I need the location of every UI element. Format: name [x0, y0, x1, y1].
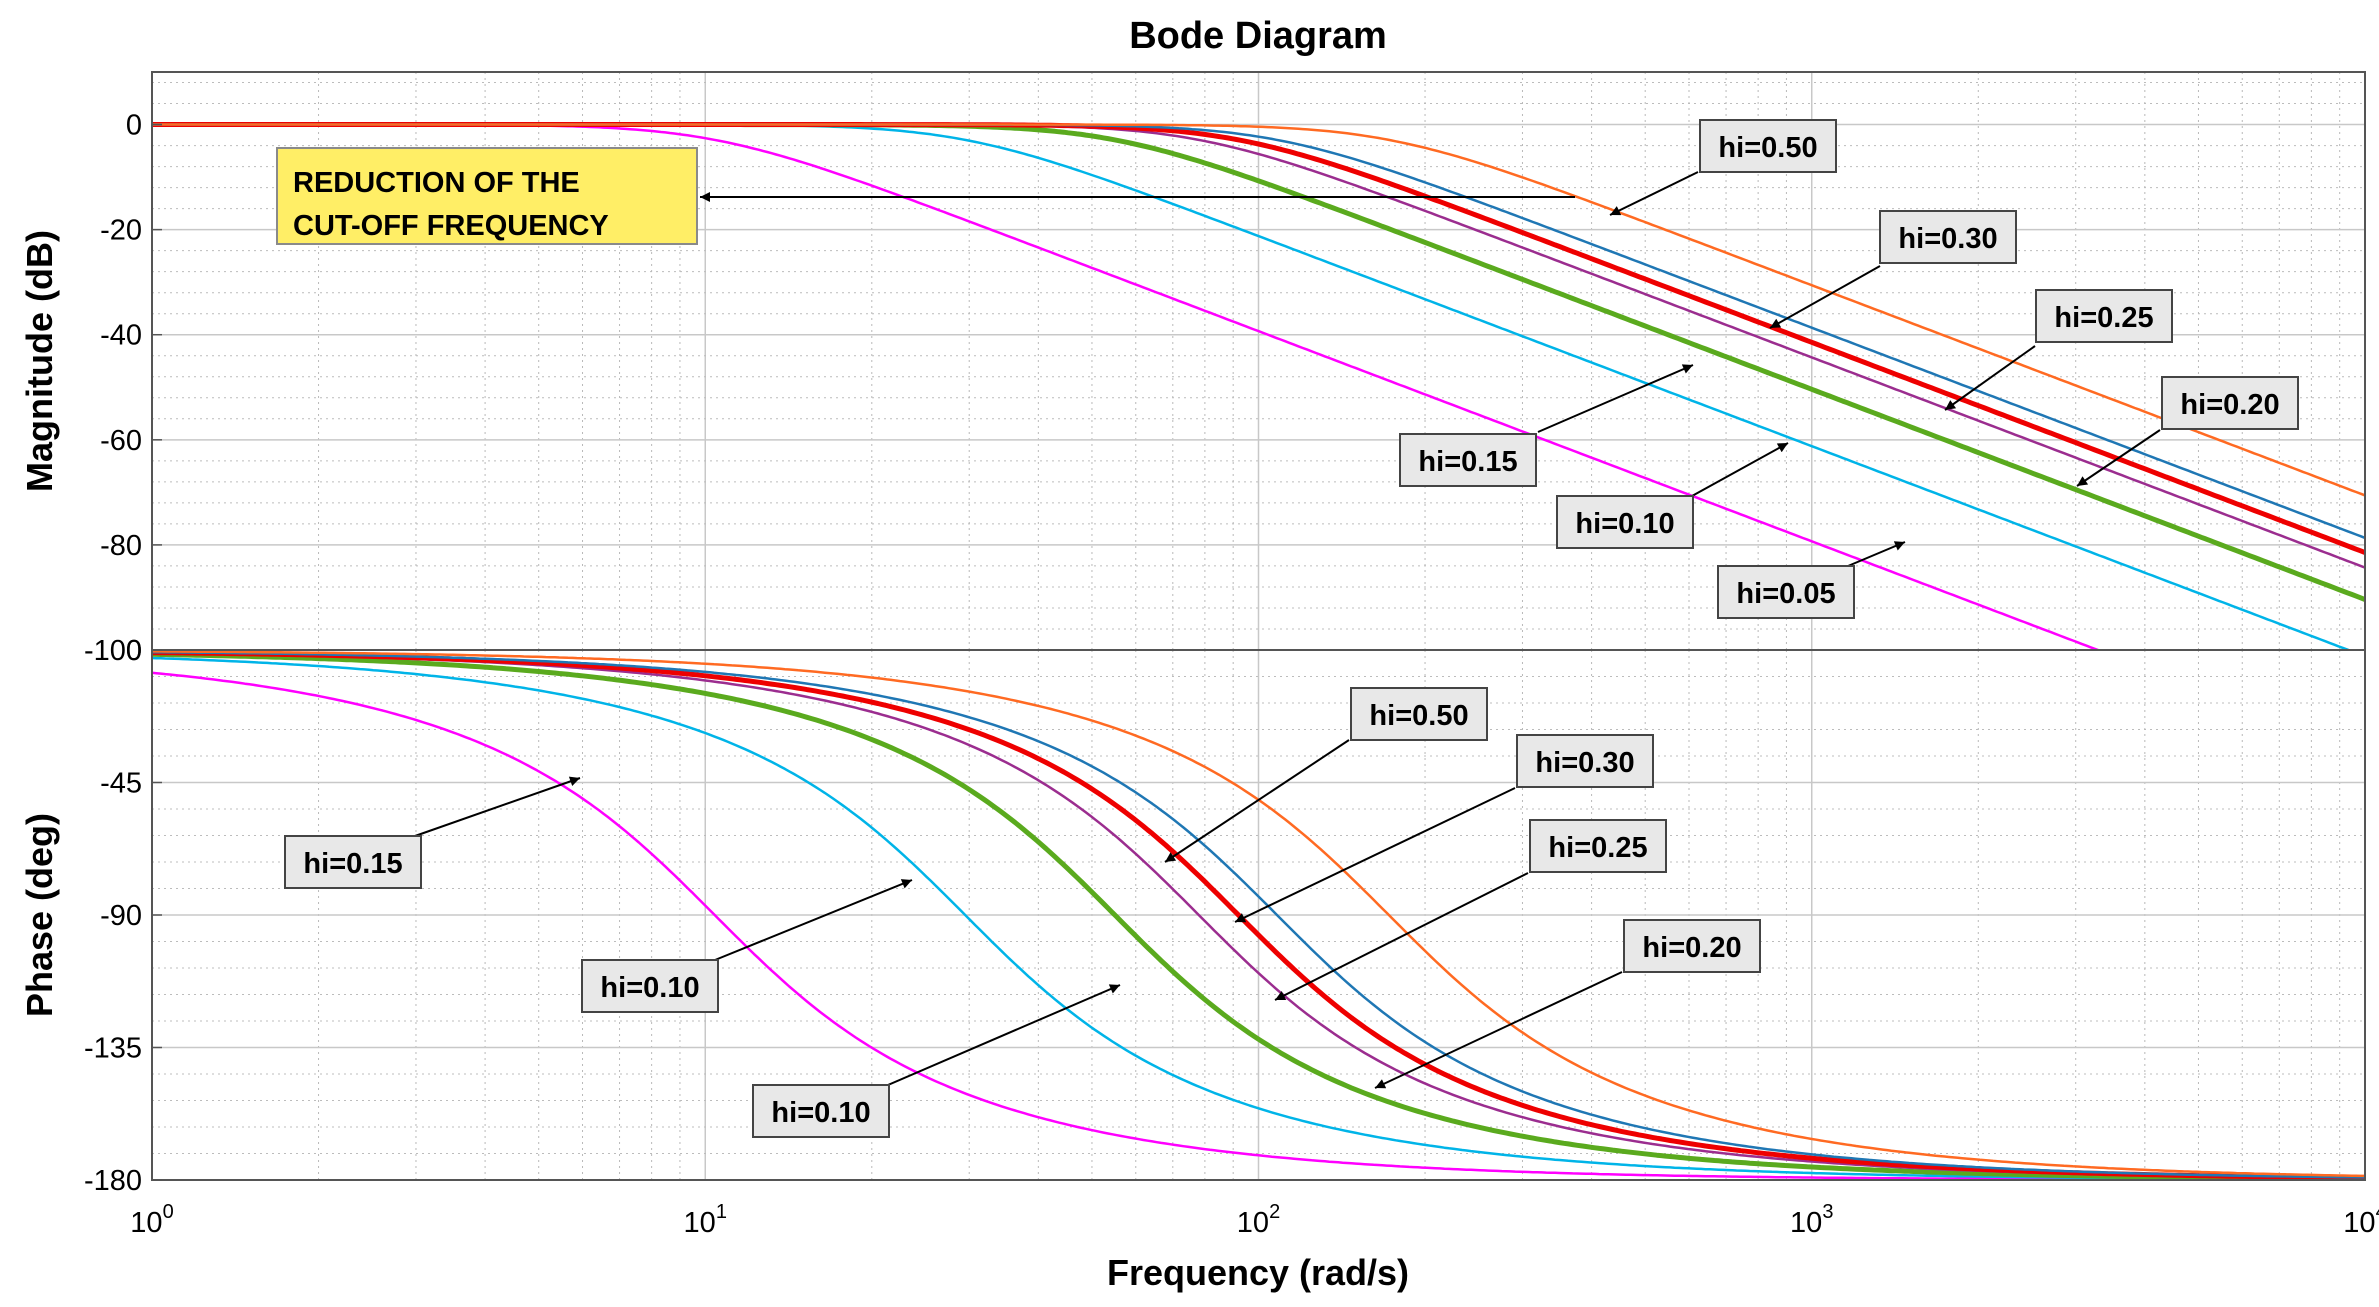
svg-text:hi=0.10: hi=0.10: [771, 1097, 870, 1129]
y-tick-label: -100: [84, 635, 142, 667]
phase-y-ticks: 0 -45 -90 -135 -180: [84, 635, 162, 1197]
y-tick-label: 0: [126, 110, 142, 142]
reduction-text-line2: CUT-OFF FREQUENCY: [293, 210, 609, 242]
phase-label-hi-025: hi=0.25: [1274, 819, 1667, 1001]
phase-grid: [152, 650, 2365, 1180]
magnitude-label-hi-005: hi=0.05: [1717, 541, 1906, 619]
svg-text:hi=0.25: hi=0.25: [2054, 302, 2153, 334]
x-tick-labels: 100 101 102 103 104: [130, 1201, 2379, 1239]
svg-text:hi=0.30: hi=0.30: [1535, 747, 1634, 779]
phase-series-hi-0-30: [152, 650, 2365, 1179]
phase-series-hi-0-05: [152, 671, 2365, 1180]
y-tick-label: -45: [100, 768, 142, 800]
magnitude-label-hi-050: hi=0.50: [1609, 119, 1837, 216]
svg-text:hi=0.10: hi=0.10: [600, 972, 699, 1004]
phase-ylabel: Phase (deg): [19, 813, 60, 1017]
svg-text:hi=0.20: hi=0.20: [1642, 932, 1741, 964]
phase-series-hi-0-10: [152, 656, 2365, 1180]
y-tick-label: 0: [126, 635, 142, 667]
magnitude-label-hi-020: hi=0.20: [2076, 376, 2299, 487]
y-tick-label: -20: [100, 215, 142, 247]
magnitude-label-hi-030: hi=0.30: [1769, 210, 2017, 329]
svg-text:hi=0.25: hi=0.25: [1548, 832, 1647, 864]
magnitude-label-hi-025: hi=0.25: [1944, 289, 2173, 411]
reduction-text-line1: REDUCTION OF THE: [293, 167, 580, 199]
magnitude-label-hi-010: hi=0.10: [1556, 442, 1789, 549]
y-tick-label: -40: [100, 320, 142, 352]
svg-text:hi=0.30: hi=0.30: [1898, 223, 1997, 255]
x-tick-label: 100: [130, 1201, 173, 1239]
svg-text:hi=0.50: hi=0.50: [1718, 132, 1817, 164]
phase-series-hi-0-25: [152, 650, 2365, 1180]
x-tick-label: 101: [684, 1201, 727, 1239]
phase-label-hi-020: hi=0.20: [1374, 919, 1761, 1089]
y-tick-label: -90: [100, 900, 142, 932]
phase-label-hi-050: hi=0.50: [1164, 687, 1488, 863]
chart-title: Bode Diagram: [1129, 15, 1387, 57]
phase-label-hi-010-a: hi=0.10: [581, 879, 913, 1013]
y-tick-label: -60: [100, 425, 142, 457]
x-tick-label: 103: [1790, 1201, 1833, 1239]
magnitude-ylabel: Magnitude (dB): [19, 230, 60, 492]
magnitude-y-ticks: 0 -20 -40 -60 -80 -100: [84, 110, 162, 667]
magnitude-label-hi-015: hi=0.15: [1399, 364, 1694, 487]
reduction-annotation: REDUCTION OF THE CUT-OFF FREQUENCY: [276, 147, 1575, 245]
x-axis-label: Frequency (rad/s): [1107, 1252, 1409, 1293]
magnitude-series-hi-0-50: [152, 123, 2365, 497]
x-tick-label: 102: [1237, 1201, 1280, 1239]
svg-text:hi=0.10: hi=0.10: [1575, 508, 1674, 540]
x-tick-label: 104: [2343, 1201, 2379, 1239]
svg-text:hi=0.05: hi=0.05: [1736, 578, 1835, 610]
svg-text:hi=0.20: hi=0.20: [2180, 389, 2279, 421]
phase-label-hi-010-b: hi=0.10: [752, 984, 1121, 1138]
phase-series-hi-0-15: [152, 651, 2365, 1180]
y-tick-label: -135: [84, 1033, 142, 1065]
y-tick-label: -180: [84, 1165, 142, 1197]
phase-label-hi-030: hi=0.30: [1234, 734, 1654, 923]
y-tick-label: -80: [100, 530, 142, 562]
magnitude-curves: [152, 122, 2365, 650]
phase-label-hi-015: hi=0.15: [284, 776, 581, 889]
svg-text:hi=0.50: hi=0.50: [1369, 700, 1468, 732]
svg-text:hi=0.15: hi=0.15: [303, 848, 402, 880]
svg-text:hi=0.15: hi=0.15: [1418, 446, 1517, 478]
